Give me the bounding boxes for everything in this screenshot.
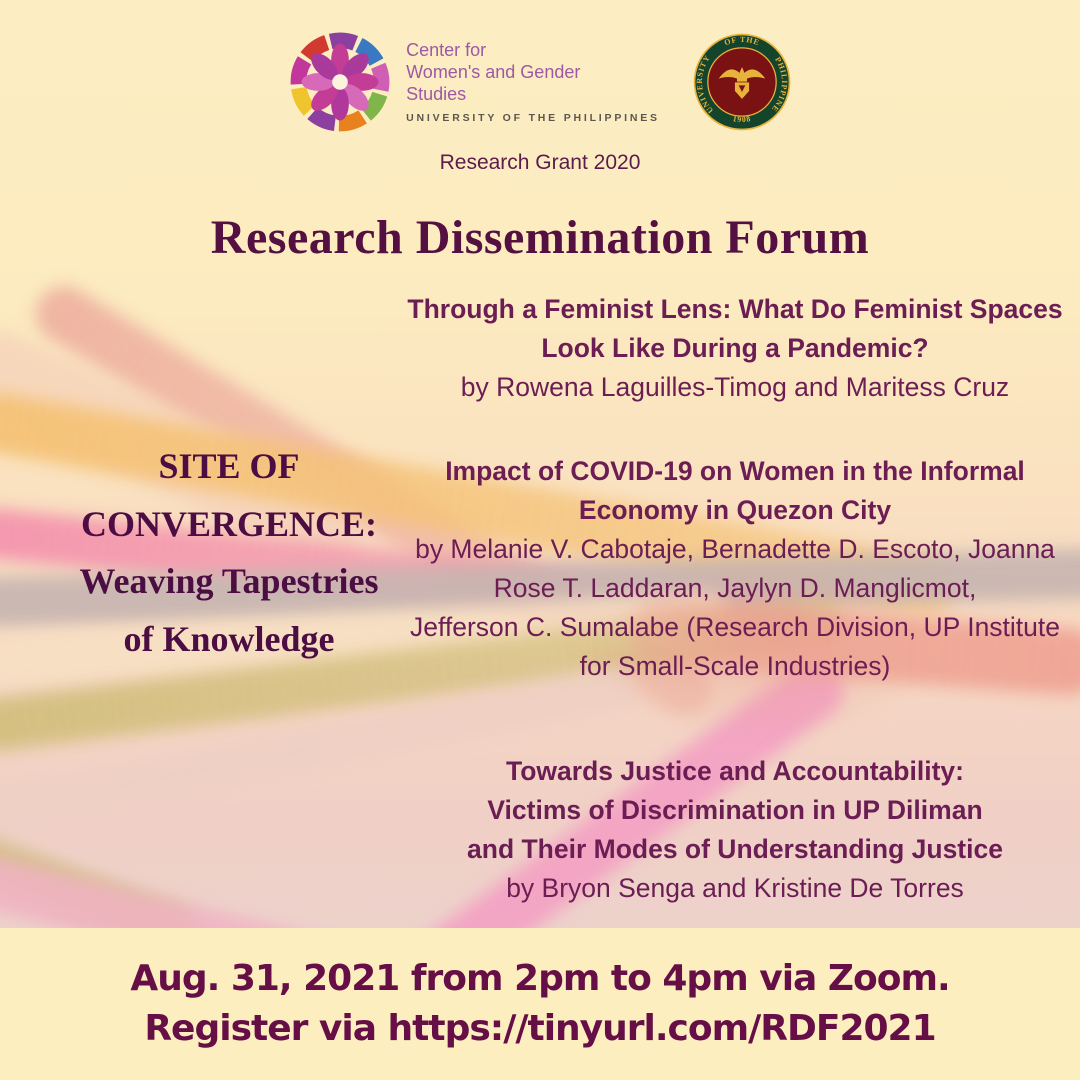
cwgs-flower-icon: [290, 32, 390, 132]
seal-text-ofthe: OF THE: [723, 35, 760, 47]
paper-item: Through a Feminist Lens: What Do Feminis…: [404, 290, 1066, 407]
paper-item: Impact of COVID-19 on Women in the Infor…: [404, 452, 1066, 686]
paper-title: Impact of COVID-19 on Women in the Infor…: [404, 452, 1066, 530]
paper-title-line: Look Like During a Pandemic?: [541, 333, 929, 363]
svg-text:OF THE: OF THE: [723, 35, 761, 47]
seal-text-1908: 1908: [732, 114, 751, 124]
up-seal-icon: UNIVERSITY OF THE PHILIPPINES 1908: [692, 32, 791, 131]
logo-header: Center for Women's and Gender Studies UN…: [0, 30, 1080, 134]
paper-title-line: and Their Modes of Understanding Justice: [467, 834, 1003, 864]
theme-line: CONVERGENCE:: [80, 503, 377, 544]
paper-author-line: for Small-Scale Industries): [579, 651, 891, 681]
paper-title: Through a Feminist Lens: What Do Feminis…: [404, 290, 1066, 368]
cwgs-name-line: Women's and Gender: [406, 62, 581, 83]
paper-author-line: by Rowena Laguilles-Timog and Maritess C…: [460, 372, 1010, 402]
paper-item: Towards Justice and Accountability: Vict…: [404, 752, 1066, 908]
paper-authors: by Melanie V. Cabotaje, Bernadette D. Es…: [404, 530, 1066, 686]
paper-title-line: Economy in Quezon City: [578, 495, 892, 525]
theme-line: of Knowledge: [123, 618, 335, 659]
cwgs-name-line: Center for: [406, 40, 487, 61]
svg-text:1908: 1908: [732, 114, 752, 124]
paper-author-line: Rose T. Laddaran, Jaylyn D. Manglicmot,: [493, 573, 977, 603]
paper-author-line: by Bryon Senga and Kristine De Torres: [506, 873, 964, 903]
theme-line: SITE OF: [158, 446, 300, 486]
paper-author-line: by Melanie V. Cabotaje, Bernadette D. Es…: [415, 534, 1055, 564]
seal-eagle-icon: [718, 67, 766, 101]
paper-title-line: Towards Justice and Accountability:: [506, 756, 964, 786]
event-banner: Aug. 31, 2021 from 2pm to 4pm via Zoom. …: [0, 928, 1080, 1080]
theme-line: Weaving Tapestries: [79, 561, 379, 602]
paper-title-line: Through a Feminist Lens: What Do Feminis…: [407, 294, 1063, 324]
paper-title-line: Impact of COVID-19 on Women in the Infor…: [445, 456, 1025, 486]
paper-title-line: Victims of Discrimination in UP Diliman: [487, 795, 983, 825]
page-title: Research Dissemination Forum: [210, 211, 870, 265]
paper-authors: by Bryon Senga and Kristine De Torres: [404, 869, 1066, 908]
paper-title: Towards Justice and Accountability: Vict…: [404, 752, 1066, 869]
forum-theme: SITE OF CONVERGENCE: Weaving Tapestries …: [44, 438, 414, 668]
cwgs-university-label: UNIVERSITY OF THE PHILIPPINES: [406, 111, 660, 124]
paper-author-line: Jefferson C. Sumalabe (Research Division…: [409, 612, 1061, 642]
registration-link[interactable]: Register via https://tinyurl.com/RDF2021: [144, 1008, 936, 1049]
kicker-research-grant: Research Grant 2020: [439, 151, 641, 174]
cwgs-logo-text: Center for Women's and Gender Studies UN…: [406, 40, 660, 124]
paper-authors: by Rowena Laguilles-Timog and Maritess C…: [404, 368, 1066, 407]
event-datetime: Aug. 31, 2021 from 2pm to 4pm via Zoom.: [130, 958, 950, 999]
cwgs-name-line: Studies: [406, 83, 467, 104]
